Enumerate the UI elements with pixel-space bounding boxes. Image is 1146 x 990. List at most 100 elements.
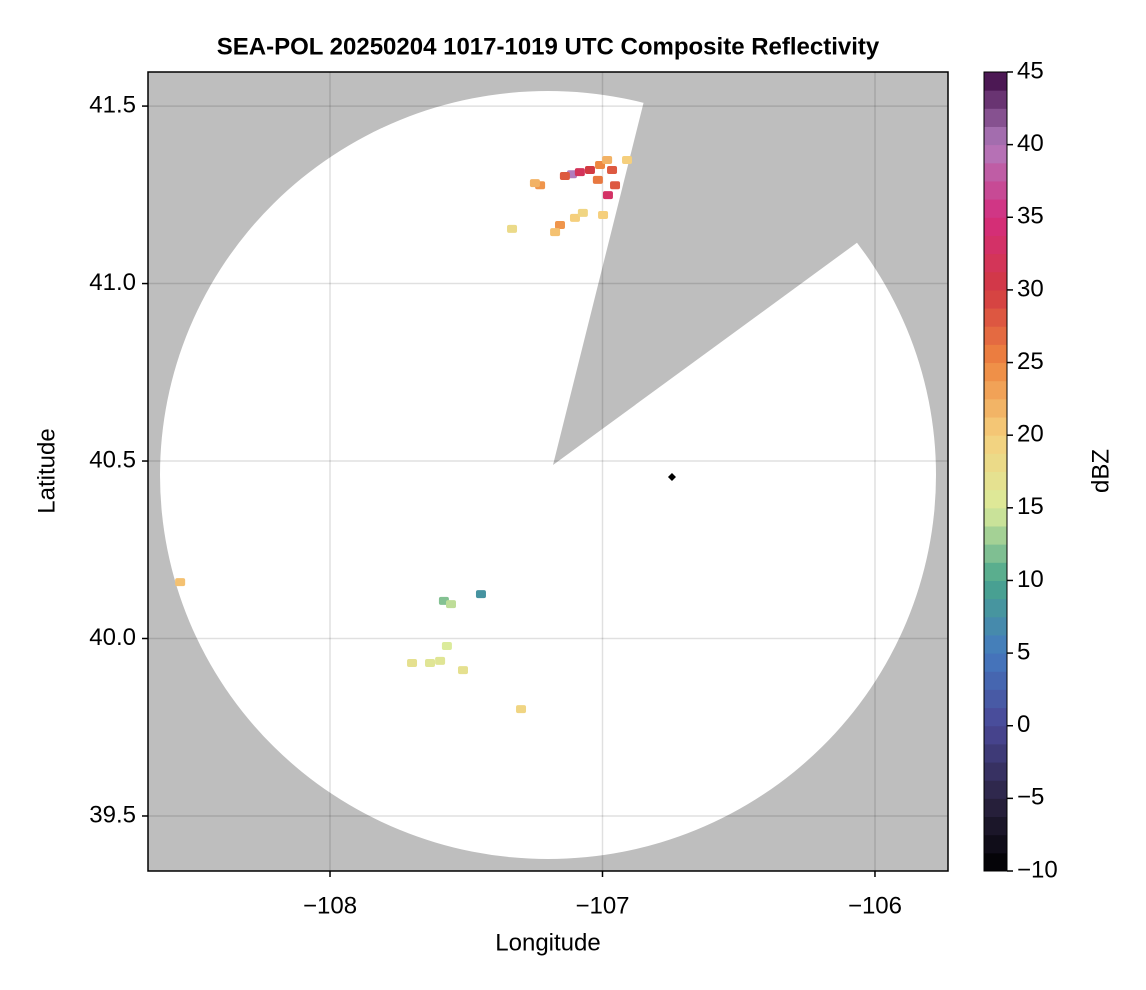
colorbar-band: [984, 289, 1007, 309]
echo: [602, 156, 613, 165]
colorbar-band: [984, 108, 1007, 127]
colorbar-band: [984, 653, 1007, 672]
echo: [475, 590, 486, 599]
colorbar-band: [984, 507, 1007, 527]
echo: [602, 191, 613, 200]
colorbar-band: [984, 90, 1007, 109]
colorbar-band: [984, 725, 1007, 745]
colorbar-band: [984, 780, 1007, 799]
colorbar-band: [984, 562, 1007, 581]
colorbar-band: [984, 217, 1007, 236]
colorbar-band: [984, 762, 1007, 781]
y-tick-label: 40.5: [89, 446, 136, 473]
echo: [457, 666, 468, 675]
colorbar-band: [984, 834, 1007, 854]
colorbar-band: [984, 816, 1007, 836]
colorbar-band: [984, 489, 1007, 509]
colorbar-band: [984, 344, 1007, 364]
echo: [445, 600, 456, 609]
echo: [507, 224, 518, 233]
colorbar-tick-label: 35: [1017, 203, 1044, 230]
colorbar-band: [984, 798, 1007, 818]
colorbar-band: [984, 271, 1007, 291]
echo: [554, 220, 565, 229]
colorbar-tick-label: 20: [1017, 421, 1044, 448]
colorbar-band: [984, 671, 1007, 690]
colorbar-tick-label: 45: [1017, 57, 1044, 84]
echo: [441, 641, 452, 650]
echo: [574, 168, 585, 177]
beam-blockage: [553, 72, 894, 465]
echo: [610, 181, 621, 190]
colorbar-tick-label: 10: [1017, 566, 1044, 593]
echo: [569, 213, 580, 222]
colorbar-tick-label: 40: [1017, 130, 1044, 157]
y-tick-label: 41.0: [89, 269, 136, 296]
colorbar-band: [984, 162, 1007, 182]
site-marker: [667, 473, 676, 482]
echo: [584, 165, 595, 174]
colorbar-band: [984, 72, 1007, 91]
colorbar-band: [984, 417, 1007, 436]
colorbar-band: [984, 326, 1007, 345]
y-tick-label: 40.0: [89, 624, 136, 651]
colorbar-band: [984, 453, 1007, 472]
colorbar-band: [984, 180, 1007, 200]
echo: [425, 658, 436, 667]
colorbar-tick-label: 25: [1017, 348, 1044, 375]
plot-frame: [147, 71, 949, 872]
colorbar-tick-label: −5: [1017, 784, 1044, 811]
colorbar-band: [984, 235, 1007, 255]
coverage: [160, 72, 936, 859]
echo: [559, 172, 570, 181]
y-tick-label: 39.5: [89, 801, 136, 828]
echo: [607, 165, 618, 174]
y-tick-label: 41.5: [89, 91, 136, 118]
colorbar-band: [984, 616, 1007, 636]
echo: [598, 211, 609, 220]
colorbar-tick-label: 30: [1017, 275, 1044, 302]
echo: [592, 175, 603, 184]
colorbar-band: [984, 398, 1007, 418]
colorbar-tick-label: 15: [1017, 493, 1044, 520]
colorbar-band: [984, 253, 1007, 273]
echo: [435, 656, 446, 665]
x-tick-label: −108: [303, 892, 357, 919]
x-tick-label: −106: [848, 892, 902, 919]
colorbar-frame: [983, 71, 1008, 872]
colorbar-tick-label: −10: [1017, 856, 1058, 883]
x-tick-label: −107: [575, 892, 629, 919]
colorbar-tick-label: 0: [1017, 711, 1030, 738]
echo: [577, 208, 588, 217]
echo: [407, 658, 418, 667]
colorbar-tick-label: 5: [1017, 638, 1030, 665]
colorbar-band: [984, 471, 1007, 491]
colorbar-band: [984, 634, 1007, 654]
x-axis-label: Longitude: [495, 929, 600, 956]
y-axis-label: Latitude: [33, 428, 60, 513]
colorbar-band: [984, 743, 1007, 763]
colorbar-band: [984, 126, 1007, 146]
echo: [550, 228, 561, 237]
chart-title: SEA-POL 20250204 1017-1019 UTC Composite…: [217, 33, 880, 60]
colorbar-band: [984, 308, 1007, 327]
echo: [622, 156, 633, 165]
colorbar-band: [984, 435, 1007, 454]
echo: [529, 179, 540, 188]
colorbar-band: [984, 525, 1007, 545]
colorbar-band: [984, 580, 1007, 600]
colorbar-band: [984, 362, 1007, 382]
colorbar-band: [984, 199, 1007, 218]
colorbar-label: dBZ: [1087, 449, 1114, 493]
echo: [516, 705, 527, 714]
colorbar-band: [984, 380, 1007, 400]
echo: [175, 578, 186, 587]
colorbar-band: [984, 144, 1007, 164]
colorbar-band: [984, 707, 1007, 727]
colorbar-band: [984, 598, 1007, 618]
colorbar-band: [984, 852, 1007, 872]
colorbar-band: [984, 689, 1007, 709]
colorbar-band: [984, 544, 1007, 563]
